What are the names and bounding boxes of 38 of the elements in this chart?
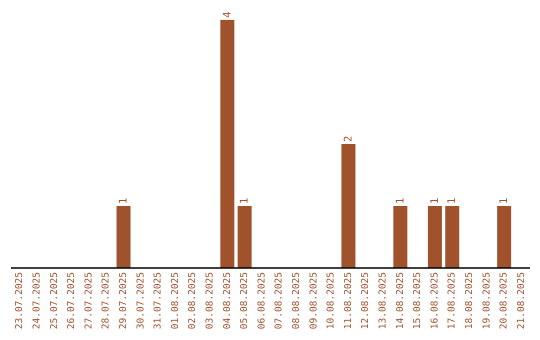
data-label: 2 <box>342 136 354 142</box>
x-tick-label: 19.08.2025 <box>481 272 492 330</box>
x-tick-label: 01.08.2025 <box>170 272 181 330</box>
data-label: 1 <box>446 198 458 204</box>
x-tick-label: 18.08.2025 <box>464 272 475 330</box>
x-tick-label: 05.08.2025 <box>239 272 250 330</box>
data-label: 1 <box>238 198 251 204</box>
x-tick-label: 02.08.2025 <box>187 272 198 330</box>
x-tick-label: 12.08.2025 <box>360 272 372 330</box>
x-tick-label: 10.08.2025 <box>326 272 337 330</box>
x-tick-label: 09.08.2025 <box>308 272 320 330</box>
x-tick-label: 28.07.2025 <box>100 272 112 330</box>
x-tick-label: 31.07.2025 <box>152 272 164 330</box>
x-tick-label: 27.07.2025 <box>83 272 94 330</box>
data-label: 1 <box>498 198 510 204</box>
x-tick-label: 08.08.2025 <box>290 272 302 330</box>
x-tick-label: 30.07.2025 <box>135 272 146 330</box>
x-tick-label: 16.08.2025 <box>429 272 440 330</box>
data-label: 4 <box>221 12 234 18</box>
x-tick-label: 03.08.2025 <box>204 272 216 330</box>
x-tick-label: 25.07.2025 <box>48 272 60 330</box>
x-tick-label: 26.07.2025 <box>66 272 78 330</box>
x-tick-label: 17.08.2025 <box>446 272 458 330</box>
x-tick-label: 06.08.2025 <box>256 272 268 330</box>
x-tick-label: 15.08.2025 <box>412 272 424 330</box>
data-label: 1 <box>118 198 130 204</box>
data-label: 1 <box>428 198 441 204</box>
x-tick-label: 20.08.2025 <box>498 272 510 330</box>
x-tick-label: 21.08.2025 <box>516 272 527 330</box>
x-tick-label: 23.07.2025 <box>14 272 26 330</box>
x-tick-label: 24.07.2025 <box>31 272 42 330</box>
x-tick-label: 11.08.2025 <box>342 272 354 330</box>
x-tick-label: 04.08.2025 <box>222 272 233 330</box>
x-tick-label: 13.08.2025 <box>377 272 388 330</box>
x-tick-label: 29.07.2025 <box>118 272 129 330</box>
x-tick-label: 14.08.2025 <box>394 272 406 330</box>
data-label: 1 <box>394 198 406 204</box>
x-tick-label: 07.08.2025 <box>274 272 285 330</box>
